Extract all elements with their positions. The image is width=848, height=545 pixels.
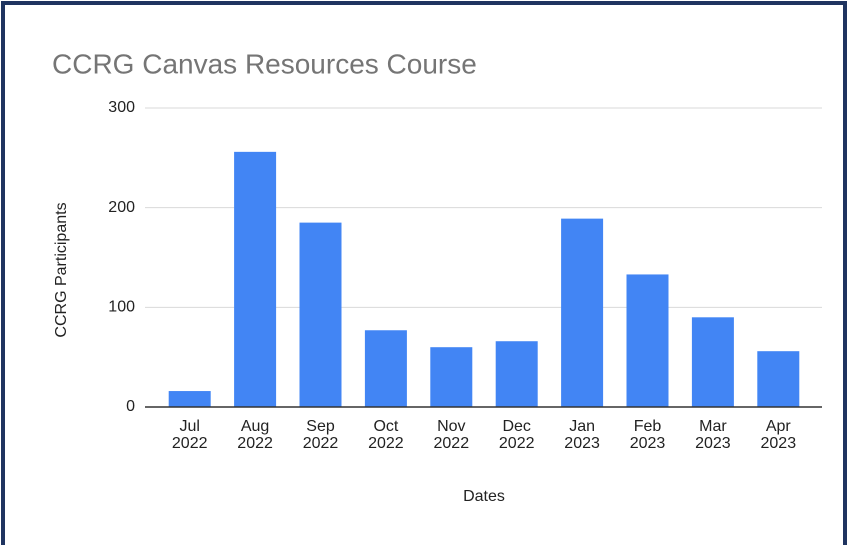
x-tick-label: Aug 2022 [237, 418, 273, 452]
bar [234, 151, 277, 407]
x-axis-label: Dates [463, 488, 505, 505]
bar [168, 391, 211, 407]
x-tick-label: Jul 2022 [171, 418, 208, 452]
y-tick-label: 200 [108, 199, 135, 216]
x-tick-label: Sep 2022 [302, 418, 339, 452]
x-tick-label: Dec 2022 [498, 418, 535, 452]
x-tick-label: Apr 2023 [760, 418, 797, 452]
x-tick-label: Feb 2023 [629, 418, 666, 452]
y-axis-label: CCRG Participants [53, 202, 70, 337]
x-tick-label: Jan 2023 [564, 418, 600, 452]
bar [691, 317, 734, 407]
x-tick-label: Oct 2022 [368, 418, 404, 452]
y-tick-label: 300 [108, 99, 135, 116]
bar [364, 330, 407, 407]
y-tick-label: 0 [126, 398, 135, 415]
bar [757, 351, 800, 407]
bar [561, 218, 604, 407]
x-tick-label: Nov 2022 [433, 418, 470, 452]
chart-title: CCRG Canvas Resources Course [52, 48, 477, 79]
bar [626, 274, 669, 407]
x-tick-label: Mar 2023 [695, 418, 731, 452]
bar [430, 347, 473, 407]
bar [495, 341, 538, 407]
y-tick-label: 100 [108, 299, 135, 316]
bar [299, 222, 342, 407]
